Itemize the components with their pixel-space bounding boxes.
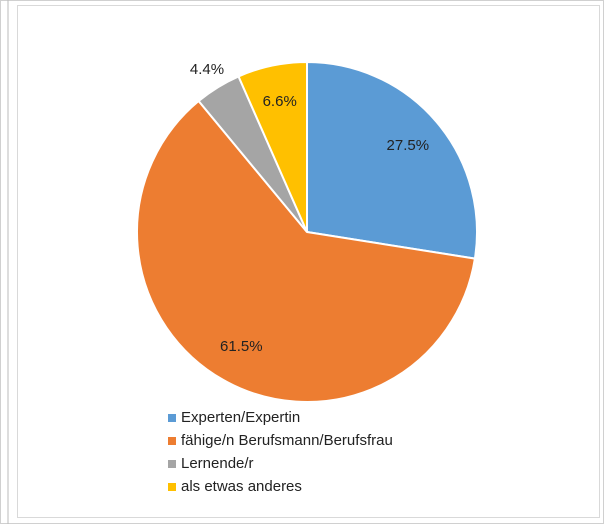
pie-slice [237, 60, 308, 233]
pie-slice [306, 60, 478, 260]
legend-label: Lernende/r [181, 455, 254, 472]
data-label: 6.6% [263, 93, 297, 110]
legend-swatch [168, 483, 176, 491]
pie-slice [136, 99, 477, 403]
data-label: 61.5% [220, 338, 263, 355]
data-label: 4.4% [190, 61, 224, 78]
data-label: 27.5% [387, 137, 430, 154]
legend-label: als etwas anderes [181, 478, 302, 495]
legend-swatch [168, 437, 176, 445]
legend-swatch [168, 460, 176, 468]
legend-swatch [168, 414, 176, 422]
legend-label: Experten/Expertin [181, 409, 300, 426]
legend-label: fähige/n Berufsmann/Berufsfrau [181, 432, 393, 449]
